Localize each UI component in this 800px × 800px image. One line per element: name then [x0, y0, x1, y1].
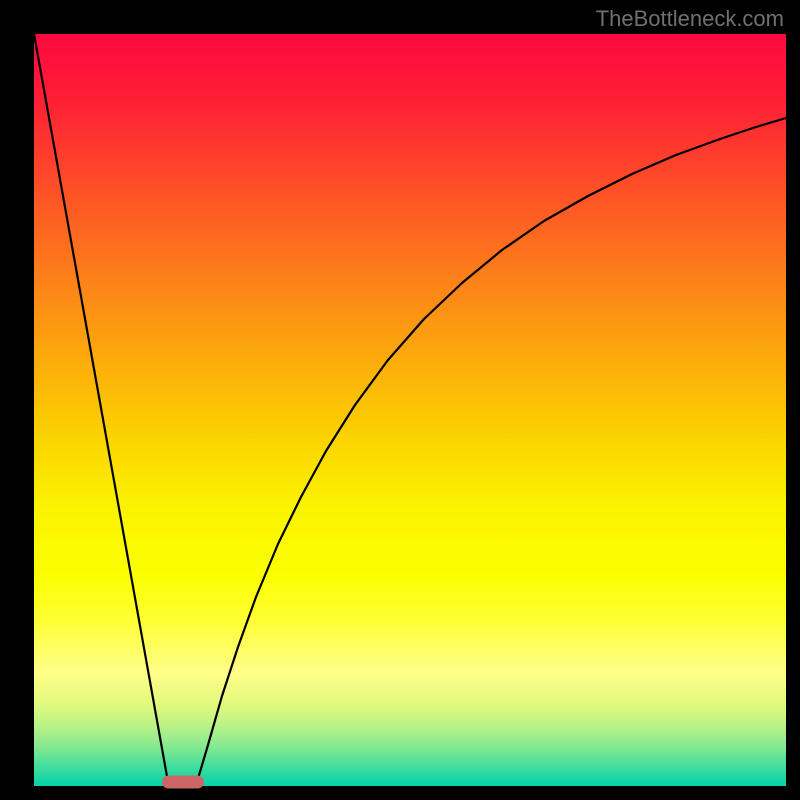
plot-area	[34, 34, 786, 786]
chart-svg: TheBottleneck.com	[0, 0, 800, 800]
bottleneck-chart: TheBottleneck.com	[0, 0, 800, 800]
trough-marker	[162, 776, 204, 789]
watermark-text: TheBottleneck.com	[596, 6, 784, 31]
